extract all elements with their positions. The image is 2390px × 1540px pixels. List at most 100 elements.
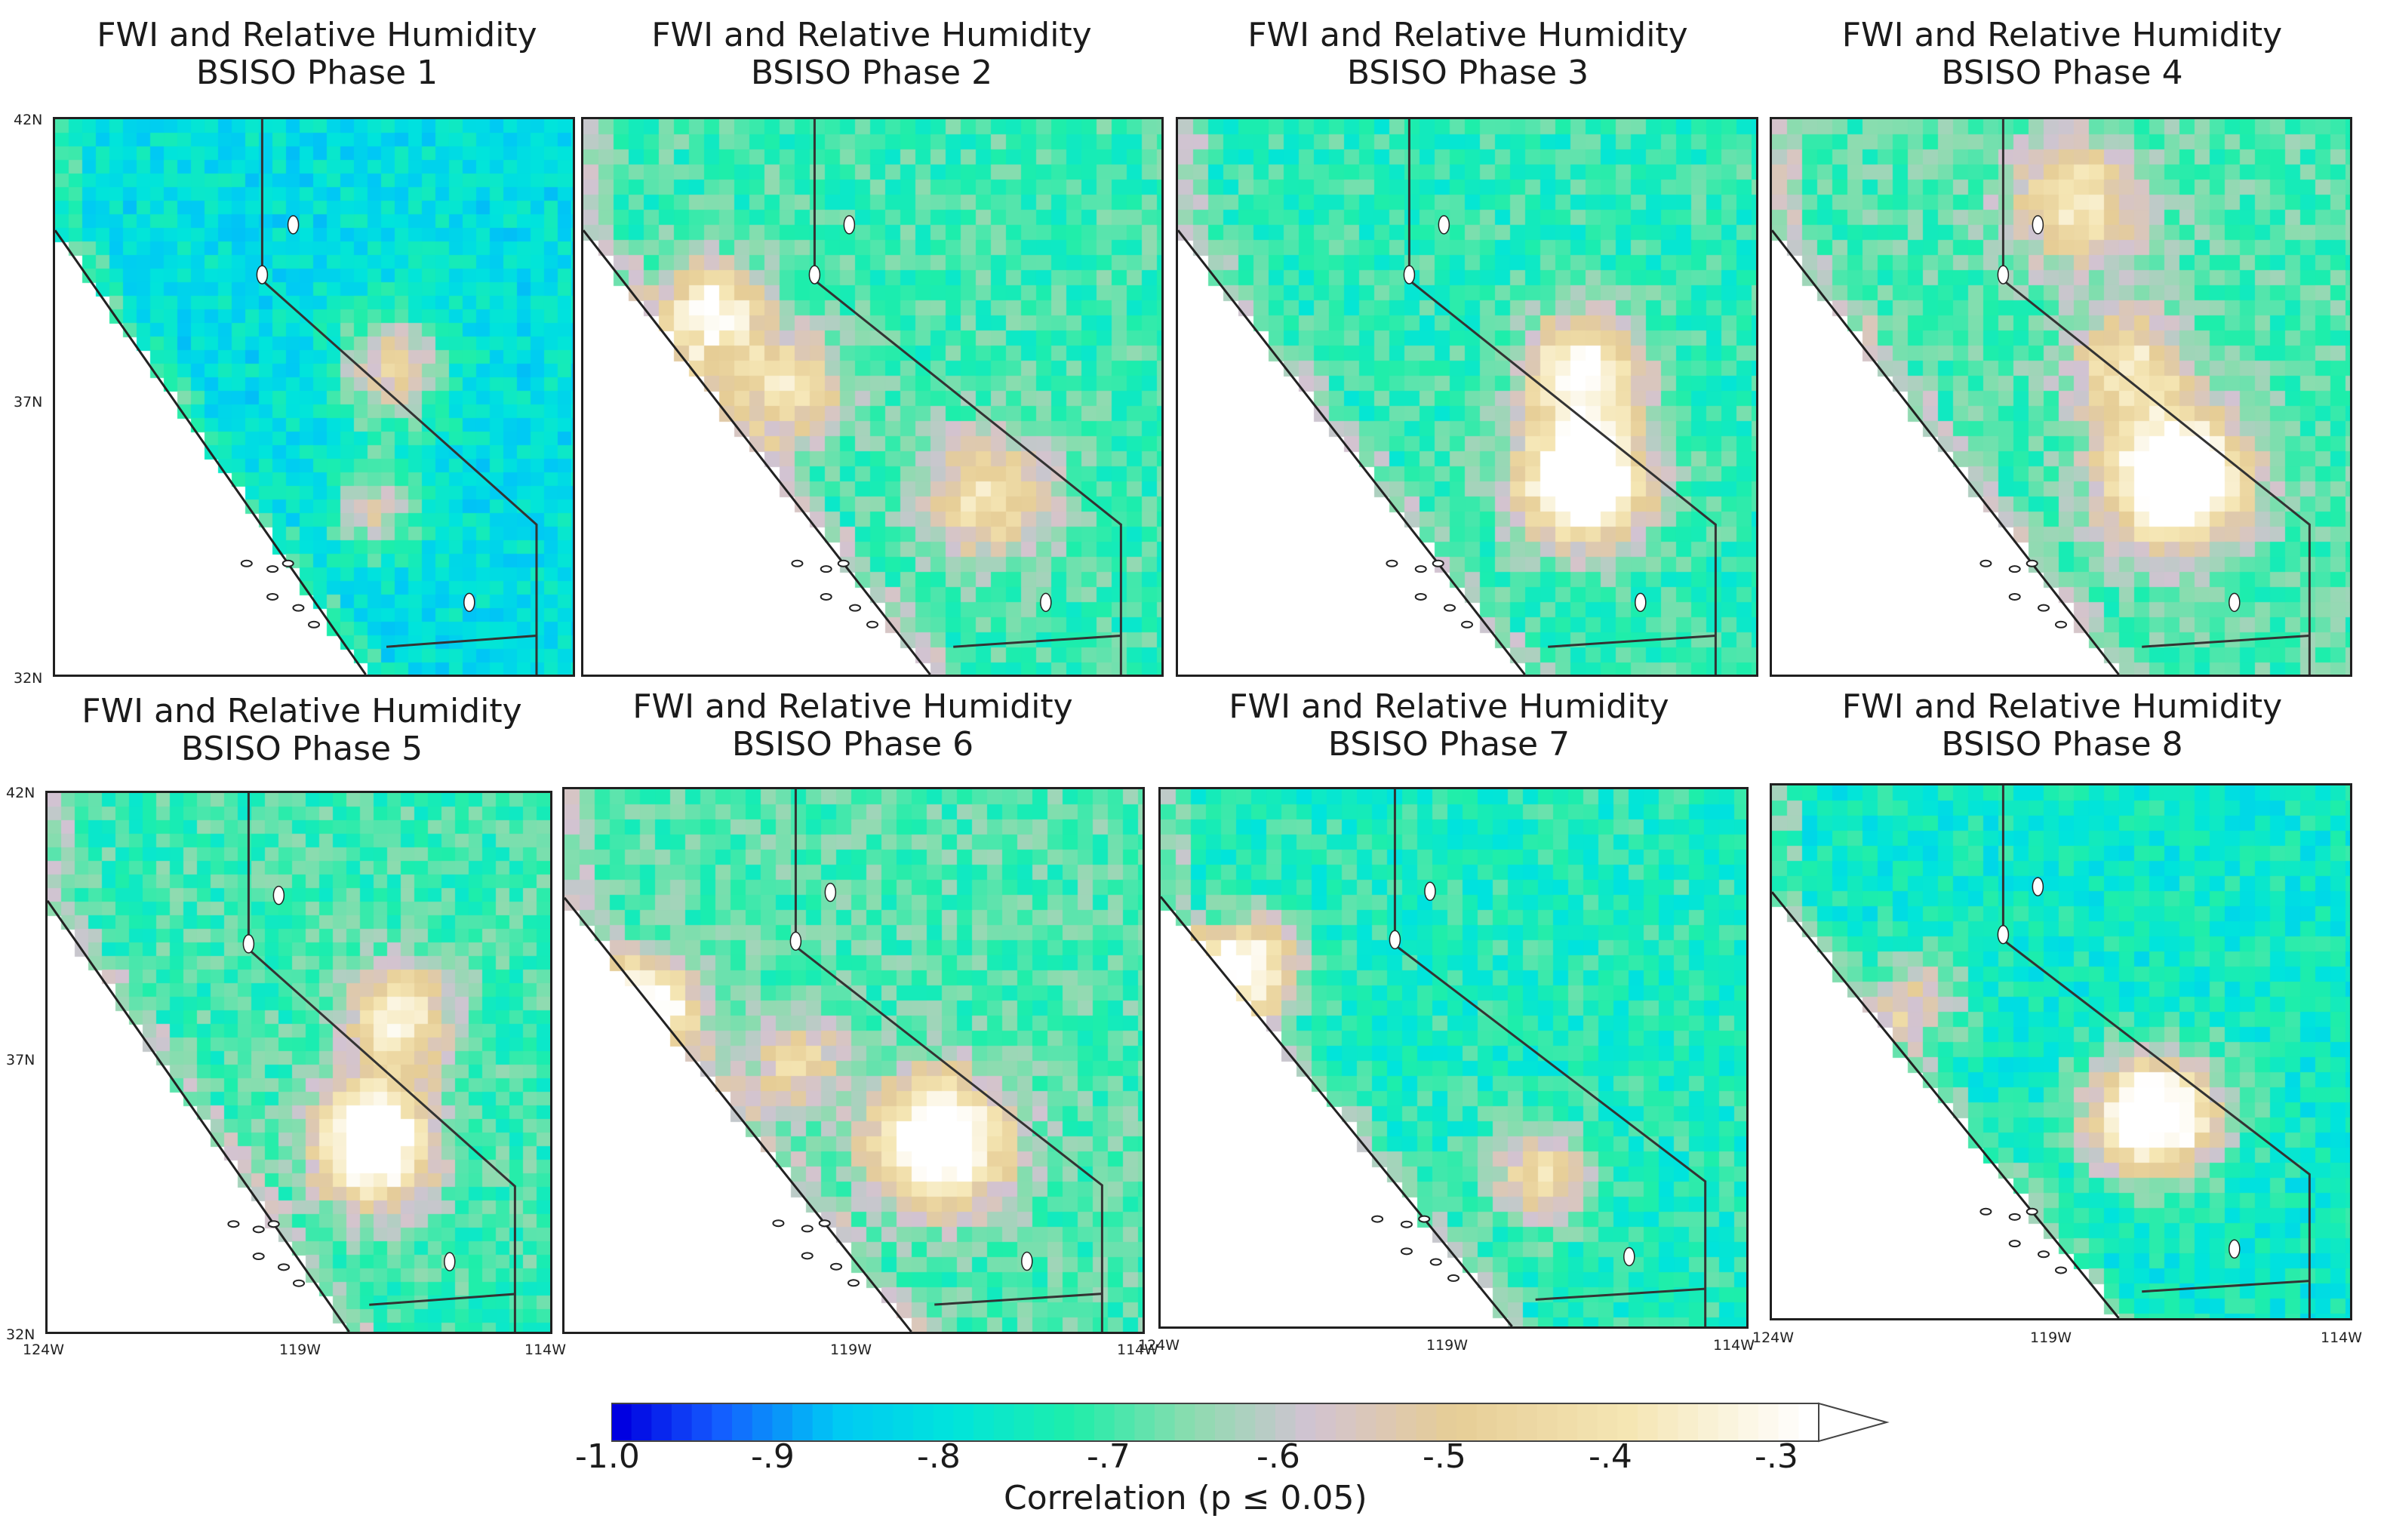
island <box>818 1219 831 1228</box>
island <box>2055 620 2067 629</box>
panel-title: FWI and Relative Humidity BSISO Phase 2 <box>651 16 1092 92</box>
colorbar-swatch <box>953 1403 974 1441</box>
island <box>1386 559 1398 567</box>
lake <box>1403 265 1416 284</box>
correlation-field <box>1772 785 2350 1318</box>
state-border <box>813 119 1122 675</box>
lake <box>1997 924 2010 945</box>
colorbar-swatch <box>812 1403 833 1441</box>
lake <box>1438 215 1450 235</box>
lake <box>808 265 821 284</box>
colorbar-swatch <box>1215 1403 1236 1441</box>
colorbar-label: Correlation (p ≤ 0.05) <box>1004 1479 1367 1517</box>
correlation-field <box>564 789 1143 1332</box>
state-border <box>1393 789 1707 1326</box>
colorbar-swatch <box>1698 1403 1719 1441</box>
lake <box>1623 1246 1635 1267</box>
mexico-border <box>2142 1280 2310 1293</box>
coastline <box>1161 896 1513 1326</box>
lon-tick-114: 114W <box>1713 1337 1755 1354</box>
coastline <box>48 899 350 1332</box>
map-phase-4 <box>1770 117 2352 677</box>
colorbar-tick: -.3 <box>1755 1437 1798 1476</box>
map-boundaries <box>1178 119 1717 675</box>
colorbar-swatch <box>1396 1403 1417 1441</box>
colorbar-swatch <box>1014 1403 1035 1441</box>
panel-title: FWI and Relative Humidity BSISO Phase 8 <box>1841 687 2283 764</box>
colorbar-tick: -.7 <box>1087 1437 1130 1476</box>
island <box>830 1262 843 1271</box>
colorbar-swatch <box>691 1403 712 1441</box>
island <box>1414 592 1427 601</box>
island <box>2008 1213 2021 1221</box>
colorbar-swatch <box>872 1403 894 1441</box>
island <box>266 592 279 601</box>
lat-tick-37: 37N <box>14 394 43 410</box>
lon-tick-119: 119W <box>279 1342 321 1358</box>
island <box>292 604 305 612</box>
state-border <box>794 789 1103 1332</box>
island <box>240 559 253 567</box>
colorbar-swatch <box>1476 1403 1497 1441</box>
lake <box>2229 1239 2241 1259</box>
lake <box>843 215 856 235</box>
lake <box>2032 877 2044 896</box>
island <box>2038 1250 2050 1259</box>
island <box>2008 1240 2021 1248</box>
lon-tick-114: 114W <box>1117 1342 1159 1358</box>
lon-tick-124: 124W <box>1752 1329 1795 1346</box>
lake <box>2229 592 2241 613</box>
mexico-border <box>2142 634 2310 648</box>
lake <box>1635 592 1647 613</box>
island <box>2055 1266 2067 1274</box>
colorbar-swatch <box>1074 1403 1095 1441</box>
lake <box>444 1252 456 1271</box>
lon-tick-114: 114W <box>524 1342 567 1358</box>
colorbar-tick: -.4 <box>1589 1437 1632 1476</box>
map-boundaries <box>55 119 538 675</box>
colorbar-swatch <box>1235 1403 1256 1441</box>
island <box>1414 565 1427 573</box>
colorbar-swatch <box>1114 1403 1135 1441</box>
colorbar-swatch <box>1678 1403 1699 1441</box>
mexico-border <box>369 1293 515 1306</box>
colorbar-swatch <box>1536 1403 1558 1441</box>
colorbar-swatch <box>1758 1403 1779 1441</box>
coastline <box>55 229 367 675</box>
colorbar-swatch <box>651 1403 672 1441</box>
colorbar-swatch <box>1798 1403 1819 1441</box>
colorbar-swatch <box>1496 1403 1518 1441</box>
island <box>1400 1247 1413 1256</box>
map-boundaries <box>583 119 1122 675</box>
lake <box>256 265 269 284</box>
island <box>1432 559 1444 567</box>
colorbar-swatch <box>752 1403 773 1441</box>
colorbar-tick: -.9 <box>751 1437 795 1476</box>
panel-title: FWI and Relative Humidity BSISO Phase 3 <box>1247 16 1688 92</box>
colorbar-swatch <box>672 1403 693 1441</box>
colorbar-swatch <box>1517 1403 1538 1441</box>
lake <box>824 882 837 902</box>
island <box>1444 604 1456 612</box>
colorbar-swatch <box>1577 1403 1598 1441</box>
lake <box>2032 215 2044 235</box>
state-border <box>1407 119 1717 675</box>
mexico-border <box>386 634 537 648</box>
coastline <box>1772 891 2120 1318</box>
island <box>820 592 832 601</box>
panel-title: FWI and Relative Humidity BSISO Phase 7 <box>1229 687 1669 764</box>
correlation-field <box>48 793 550 1332</box>
colorbar-swatch <box>1738 1403 1759 1441</box>
island <box>1418 1215 1431 1223</box>
island <box>1979 1207 1992 1216</box>
island <box>227 1220 240 1228</box>
lake <box>463 592 475 613</box>
state-border <box>247 793 516 1332</box>
panel-title: FWI and Relative Humidity BSISO Phase 1 <box>97 16 537 92</box>
island <box>2008 592 2021 601</box>
colorbar-tick: -.6 <box>1257 1437 1300 1476</box>
island <box>266 565 279 573</box>
lat-tick-42: 42N <box>14 112 43 128</box>
colorbar-swatch <box>1295 1403 1316 1441</box>
colorbar-swatch <box>1416 1403 1437 1441</box>
